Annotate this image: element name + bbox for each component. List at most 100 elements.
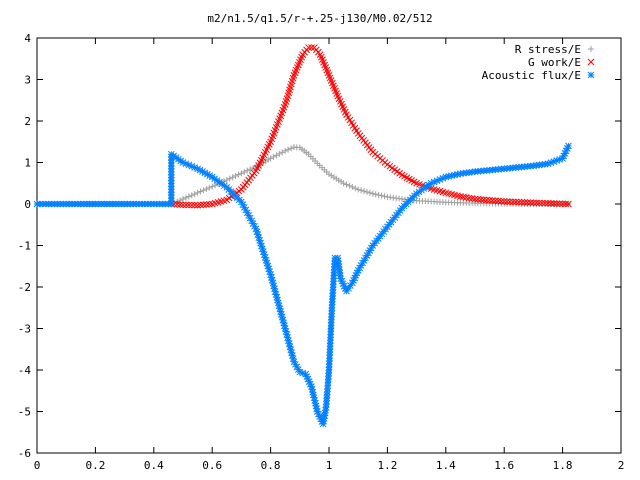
x-axis: 0 0.2 0.4 0.6 0.8 1 1.2 1.4 1.6 1.8 2: [34, 38, 625, 472]
data-point: [244, 167, 251, 174]
data-point: [182, 201, 190, 209]
legend-label: R stress/E: [515, 43, 581, 56]
data-point: [305, 44, 312, 51]
data-point: [483, 196, 491, 204]
data-point: [229, 174, 236, 181]
data-point: [185, 201, 193, 209]
data-point: [194, 189, 201, 196]
series-layer: [33, 44, 572, 428]
data-point: [535, 199, 543, 207]
data-point: [492, 197, 499, 205]
data-point: [375, 191, 382, 198]
x-tick-label: 1.2: [377, 459, 397, 472]
data-point: [203, 186, 210, 193]
data-point: [285, 146, 292, 153]
y-tick-label: -4: [18, 364, 32, 377]
data-point: [358, 187, 365, 194]
data-point: [541, 199, 549, 207]
data-point: [530, 199, 537, 207]
data-point: [349, 183, 356, 190]
x-tick-label: 2: [618, 459, 625, 472]
legend-marker: [587, 58, 595, 66]
data-point: [232, 172, 239, 179]
data-point: [179, 201, 187, 209]
data-point: [273, 152, 280, 159]
data-point: [205, 200, 213, 208]
data-point: [279, 149, 286, 156]
data-point: [477, 196, 485, 203]
data-point: [346, 182, 353, 189]
data-point: [489, 197, 496, 204]
legend-marker: [587, 71, 595, 79]
data-point: [369, 190, 376, 197]
data-point: [200, 201, 207, 209]
legend-label: G work/E: [528, 56, 581, 69]
data-point: [194, 201, 201, 209]
y-tick-label: -1: [18, 240, 31, 253]
data-point: [527, 199, 534, 206]
x-tick-label: 1: [326, 459, 333, 472]
data-point: [185, 193, 192, 200]
data-point: [223, 176, 230, 183]
data-point: [188, 162, 196, 170]
data-point: [565, 200, 572, 208]
legend-label: Acoustic flux/E: [482, 69, 581, 82]
data-point: [471, 195, 479, 203]
data-point: [497, 197, 505, 205]
data-point: [188, 192, 195, 199]
data-point: [518, 198, 526, 206]
data-point: [480, 196, 488, 204]
series-r-stress-e: [34, 144, 572, 207]
data-point: [381, 193, 388, 200]
x-tick-label: 1.6: [494, 459, 514, 472]
data-point: [340, 180, 347, 187]
data-point: [366, 189, 373, 196]
data-point: [176, 201, 184, 208]
data-point: [495, 197, 502, 205]
series-acoustic-flux-e: [33, 142, 572, 428]
data-point: [288, 145, 295, 152]
data-point: [553, 200, 561, 207]
data-point: [191, 191, 198, 198]
data-point: [509, 198, 517, 206]
y-tick-label: 3: [24, 74, 31, 87]
data-point: [512, 198, 520, 206]
data-point: [486, 196, 493, 204]
data-point: [235, 171, 242, 178]
x-tick-label: 0: [34, 459, 41, 472]
data-point: [361, 188, 368, 195]
data-point: [378, 192, 385, 199]
x-tick-label: 0.8: [261, 459, 281, 472]
x-tick-label: 1.4: [436, 459, 456, 472]
data-point: [363, 188, 370, 195]
data-point: [206, 184, 213, 191]
data-point: [474, 195, 482, 203]
x-tick-label: 0.2: [85, 459, 105, 472]
data-point: [355, 186, 362, 193]
data-point: [197, 188, 204, 195]
x-tick-label: 0.6: [202, 459, 222, 472]
data-point: [343, 181, 350, 188]
data-point: [538, 199, 546, 207]
x-tick-label: 1.8: [553, 459, 573, 472]
y-axis: 4 3 2 1 0 -1 -2 -3 -4 -5 -6: [18, 32, 621, 460]
data-point: [180, 196, 186, 203]
y-tick-label: -2: [18, 281, 31, 294]
x-tick-label: 0.4: [144, 459, 164, 472]
y-tick-label: -6: [18, 447, 31, 460]
y-tick-label: 0: [24, 198, 31, 211]
data-point: [515, 198, 523, 206]
data-point: [556, 200, 564, 208]
data-point: [241, 168, 248, 175]
y-tick-label: 2: [24, 115, 31, 128]
data-point: [247, 166, 254, 173]
data-point: [544, 199, 552, 207]
y-tick-label: -3: [18, 323, 31, 336]
data-point: [173, 201, 181, 208]
chart-title: m2/n1.5/q1.5/r-+.25-j130/M0.02/512: [207, 12, 432, 25]
data-point: [372, 191, 379, 198]
data-point: [565, 142, 572, 150]
y-tick-label: 1: [24, 157, 31, 170]
data-point: [209, 183, 216, 190]
